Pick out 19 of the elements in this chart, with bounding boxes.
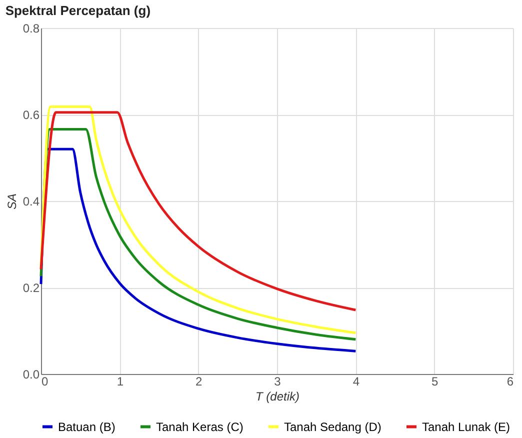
y-tick-label: 0.0 bbox=[22, 368, 40, 382]
y-tick-label: 0.8 bbox=[22, 22, 40, 36]
legend-label: Tanah Lunak (E) bbox=[422, 420, 510, 434]
x-tick-label: 1 bbox=[116, 374, 124, 388]
legend-label: Tanah Sedang (D) bbox=[284, 420, 382, 434]
x-tick-label: 0 bbox=[42, 374, 48, 388]
x-tick-label: 2 bbox=[195, 374, 202, 388]
x-tick-label: 4 bbox=[352, 374, 360, 388]
x-axis-title: T (detik) bbox=[255, 390, 300, 404]
y-tick-label: 0.2 bbox=[22, 281, 40, 295]
x-tick-label: 6 bbox=[506, 374, 514, 388]
y-tick-label: 0.6 bbox=[22, 108, 40, 122]
chart-title: Spektral Percepatan (g) bbox=[5, 3, 151, 18]
y-axis-title: SA bbox=[4, 193, 19, 210]
x-tick-label: 5 bbox=[431, 374, 438, 388]
legend-label: Tanah Keras (C) bbox=[156, 420, 244, 434]
x-tick-label: 3 bbox=[274, 374, 282, 388]
y-tick-label: 0.4 bbox=[22, 194, 40, 208]
legend-label: Batuan (B) bbox=[58, 420, 116, 434]
